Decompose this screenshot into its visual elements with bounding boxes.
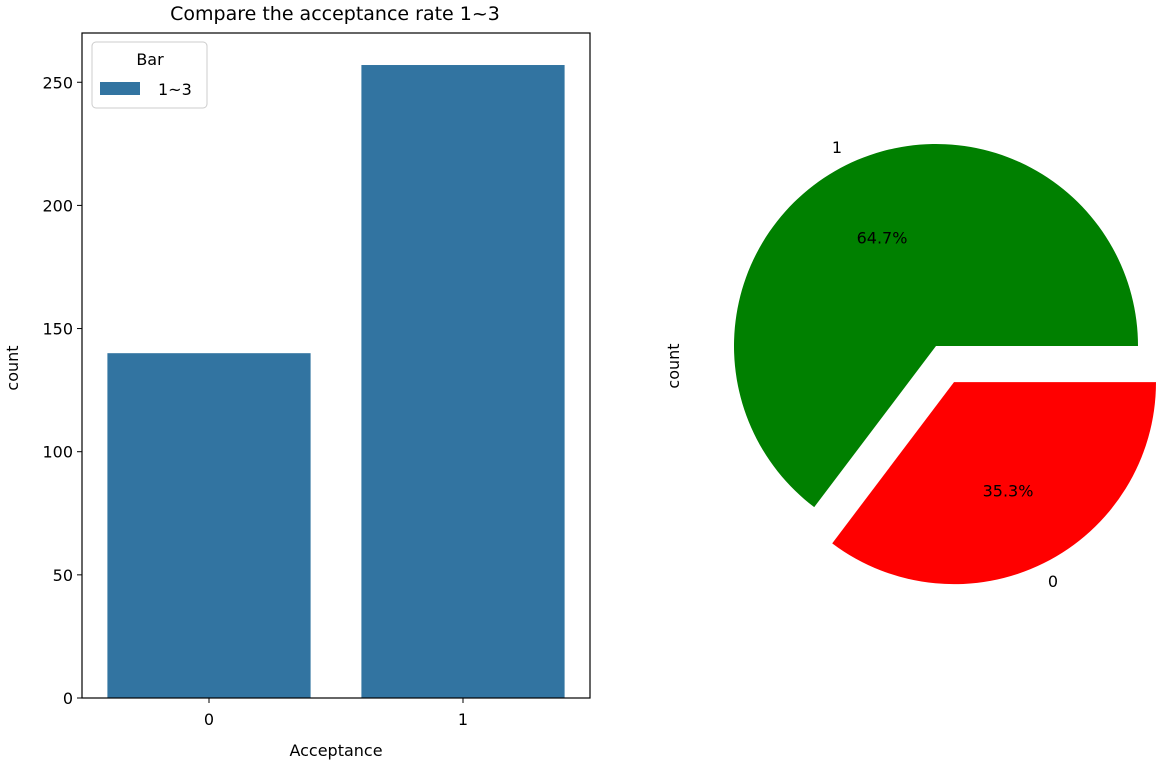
bar-plot-area — [107, 65, 565, 699]
legend-title: Bar — [136, 50, 164, 69]
bar-chart: Compare the acceptance rate 1~3 0 50 100 15… — [3, 3, 591, 760]
x-axis-label: Acceptance — [289, 741, 382, 760]
plot-frame — [81, 32, 591, 699]
legend-entry-label: 1~3 — [158, 80, 192, 99]
bar-0 — [107, 353, 311, 698]
y-tick-label: 250 — [42, 73, 73, 92]
pie-slice-0 — [832, 382, 1157, 585]
pie-percent-label: 35.3% — [983, 482, 1034, 501]
pie-slices — [734, 143, 1157, 585]
pie-percent-label: 64.7% — [857, 228, 908, 247]
pie-slice-label: 0 — [1048, 572, 1058, 591]
y-axis-label: count — [3, 345, 22, 390]
pie-chart: count 1 64.7% 0 35.3% — [664, 138, 1157, 591]
x-tick-label: 0 — [204, 710, 214, 729]
x-tick-label: 1 — [458, 710, 468, 729]
chart-title: Compare the acceptance rate 1~3 — [170, 3, 500, 25]
y-tick-label: 0 — [63, 689, 73, 708]
y-axis-ticks: 0 50 100 150 200 250 — [42, 73, 82, 708]
legend: Bar 1~3 — [91, 41, 208, 109]
legend-swatch — [100, 82, 140, 95]
pie-labels: 1 64.7% 0 35.3% — [832, 138, 1058, 591]
y-tick-label: 200 — [42, 196, 73, 215]
pie-slice-label: 1 — [832, 138, 842, 157]
pie-slice-1 — [734, 143, 1138, 508]
pie-y-label: count — [664, 343, 683, 388]
y-tick-label: 150 — [42, 320, 73, 339]
y-tick-label: 100 — [42, 443, 73, 462]
y-tick-label: 50 — [53, 566, 73, 585]
bar-1 — [361, 65, 565, 699]
